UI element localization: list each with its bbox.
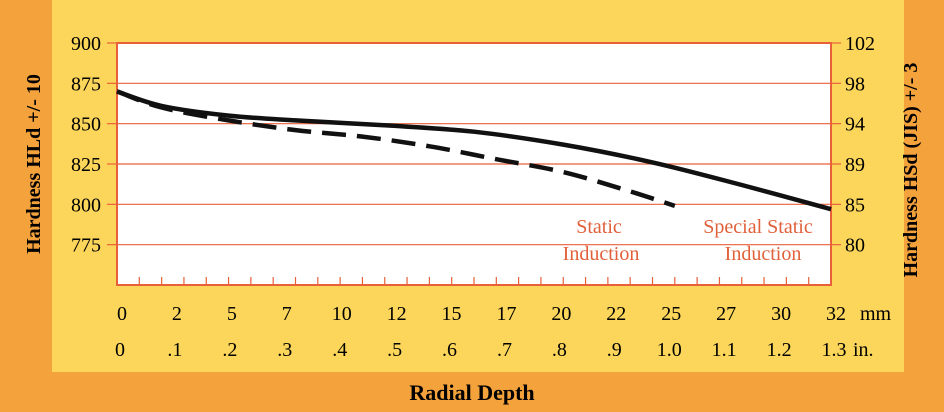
- axis-ticks: [107, 42, 841, 285]
- y-tick-label-left: 900: [71, 33, 101, 55]
- x-unit-mm: mm: [860, 303, 892, 325]
- x-tick-label-mm: 10: [332, 303, 352, 325]
- x-tick-label-in: .9: [607, 339, 622, 361]
- x-tick-label-in: 1.2: [767, 339, 792, 361]
- x-tick-label-mm: 25: [661, 303, 681, 325]
- x-tick-label-mm: 5: [227, 303, 237, 325]
- x-tick-label-in: .2: [222, 339, 237, 361]
- x-tick-label-mm: 15: [442, 303, 462, 325]
- x-tick-label-mm: 22: [606, 303, 626, 325]
- y-tick-label-left: 800: [71, 194, 101, 216]
- x-tick-label-in: 1.0: [657, 339, 682, 361]
- x-tick-label-mm: 17: [496, 303, 516, 325]
- x-tick-label-in: 0: [115, 339, 125, 361]
- y-tick-label-left: 875: [71, 73, 101, 95]
- x-unit-in: in.: [853, 339, 874, 361]
- x-tick-label-in: .6: [442, 339, 457, 361]
- x-tick-label-mm: 12: [387, 303, 407, 325]
- x-tick-label-mm: 2: [172, 303, 182, 325]
- x-tick-label-in: 1.3: [822, 339, 847, 361]
- y-tick-label-left: 825: [71, 154, 101, 176]
- series-special-static-induction: [116, 89, 832, 212]
- x-tick-label-in: .1: [167, 339, 182, 361]
- y-tick-label-right: 80: [845, 235, 865, 257]
- series-lines: [116, 89, 832, 212]
- y-tick-label-right: 85: [845, 194, 865, 216]
- y-tick-label-right: 89: [845, 154, 865, 176]
- x-tick-label-in: .3: [277, 339, 292, 361]
- y-axis-label-left: Hardness HLd +/- 10: [23, 74, 45, 254]
- annotation-static-line2: Induction: [563, 243, 640, 265]
- grid-lines: [117, 82, 831, 246]
- x-tick-label-mm: 32: [826, 303, 846, 325]
- x-tick-label-in: .5: [387, 339, 402, 361]
- y-tick-label-right: 98: [845, 73, 865, 95]
- annotation-special-static-line2: Induction: [725, 243, 802, 265]
- y-tick-label-right: 102: [845, 33, 875, 55]
- y-tick-label-left: 775: [71, 235, 101, 257]
- y-tick-label-left: 850: [71, 114, 101, 136]
- x-axis-label: Radial Depth: [409, 380, 534, 405]
- x-tick-label-in: .7: [497, 339, 512, 361]
- x-tick-label-mm: 20: [551, 303, 571, 325]
- annotation-static-line1: Static: [576, 216, 622, 238]
- x-tick-label-in: .8: [552, 339, 567, 361]
- x-tick-label-mm: 7: [282, 303, 292, 325]
- y-tick-label-right: 94: [845, 114, 865, 136]
- x-tick-label-mm: 27: [716, 303, 736, 325]
- x-tick-label-mm: 0: [117, 303, 127, 325]
- y-axis-label-right: Hardness HSd (JIS) +/- 3: [900, 63, 922, 278]
- series-static-induction: [116, 89, 676, 209]
- annotation-special-static-line1: Special Static: [703, 216, 813, 238]
- x-tick-label-in: 1.1: [712, 339, 737, 361]
- x-tick-label-mm: 30: [771, 303, 791, 325]
- x-tick-label-in: .4: [332, 339, 347, 361]
